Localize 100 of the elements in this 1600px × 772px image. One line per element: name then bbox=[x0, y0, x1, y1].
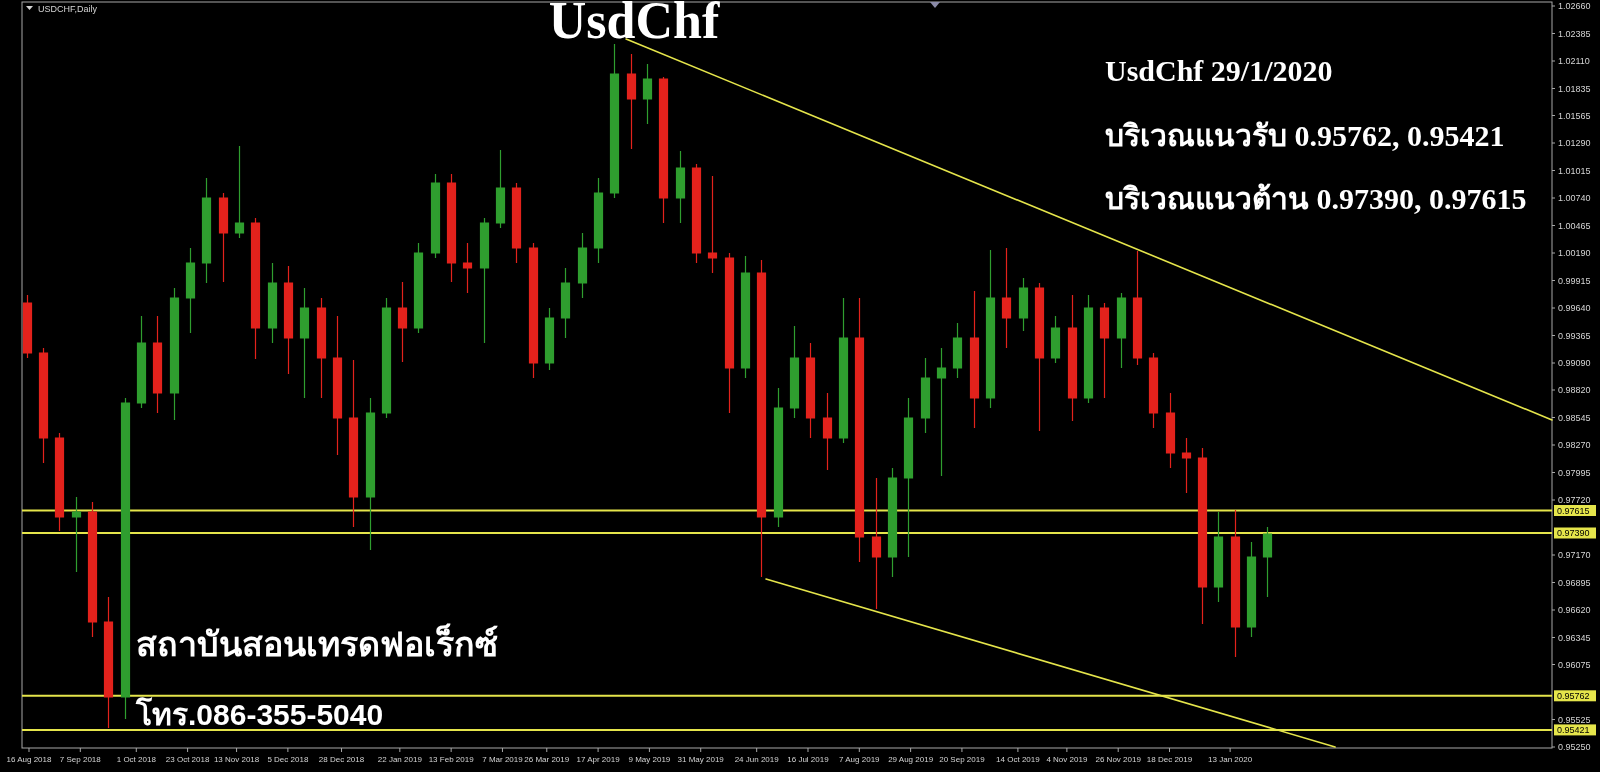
candlestick bbox=[218, 192, 229, 283]
candlestick bbox=[1230, 509, 1241, 658]
candlestick bbox=[773, 387, 784, 528]
candlestick bbox=[887, 467, 898, 578]
x-tick-label: 1 Oct 2018 bbox=[116, 755, 157, 764]
candlestick bbox=[348, 359, 359, 528]
candlestick bbox=[1067, 294, 1078, 422]
x-tick-label: 16 Jul 2019 bbox=[787, 755, 830, 764]
ref-line-label: 0.95421 bbox=[1557, 724, 1590, 735]
candlestick bbox=[381, 297, 392, 419]
candlestick bbox=[691, 163, 702, 264]
x-tick-label: 7 Aug 2019 bbox=[839, 755, 881, 764]
x-tick-label: 17 Apr 2019 bbox=[576, 755, 621, 764]
y-tick-label: 0.99915 bbox=[1558, 275, 1591, 286]
candlestick bbox=[952, 322, 963, 379]
candlestick bbox=[267, 262, 278, 344]
y-tick-label: 1.00190 bbox=[1558, 248, 1591, 258]
candlestick bbox=[658, 76, 669, 224]
y-tick-label: 1.00740 bbox=[1558, 193, 1591, 203]
x-tick-label: 13 Nov 2018 bbox=[213, 755, 260, 764]
candlestick bbox=[152, 315, 163, 414]
candlestick bbox=[969, 290, 980, 429]
candlestick bbox=[675, 150, 686, 224]
candlestick bbox=[903, 397, 914, 558]
candlestick bbox=[332, 315, 343, 456]
y-tick-label: 0.96345 bbox=[1558, 632, 1591, 643]
candlestick bbox=[985, 249, 996, 409]
candlestick bbox=[1148, 352, 1159, 429]
candlestick bbox=[462, 242, 473, 294]
candlestick bbox=[1050, 315, 1061, 364]
candlestick bbox=[136, 315, 147, 409]
candlestick bbox=[169, 287, 180, 421]
candlestick bbox=[1034, 282, 1045, 432]
candlestick bbox=[1132, 250, 1143, 366]
candlestick bbox=[250, 217, 261, 360]
candlestick bbox=[120, 397, 131, 720]
candlestick bbox=[854, 297, 865, 563]
x-tick-label: 24 Jun 2019 bbox=[734, 755, 780, 764]
candlestick bbox=[446, 173, 457, 283]
candlestick bbox=[430, 173, 441, 259]
candlestick bbox=[1165, 392, 1176, 469]
y-tick-label: 1.02385 bbox=[1558, 28, 1591, 39]
candlestick bbox=[511, 182, 522, 264]
candlestick bbox=[54, 432, 65, 532]
x-tick-label: 13 Jan 2020 bbox=[1208, 755, 1253, 764]
candlestick bbox=[822, 392, 833, 471]
x-tick-label: 20 Sep 2019 bbox=[939, 755, 986, 764]
candlestick bbox=[609, 43, 620, 199]
y-tick-label: 0.99640 bbox=[1558, 303, 1591, 313]
candlestick bbox=[1246, 541, 1257, 638]
y-tick-label: 0.98820 bbox=[1558, 385, 1591, 395]
candlestick bbox=[642, 63, 653, 125]
candlestick bbox=[201, 177, 212, 284]
candlestick bbox=[185, 247, 196, 334]
x-tick-label: 7 Sep 2018 bbox=[59, 755, 102, 764]
y-tick-label: 1.01015 bbox=[1558, 165, 1591, 176]
candlestick bbox=[838, 297, 849, 444]
chart-title: UsdChf bbox=[548, 0, 720, 49]
candlestick bbox=[103, 596, 114, 729]
candlestick bbox=[1213, 511, 1224, 603]
y-tick-label: 0.97720 bbox=[1558, 495, 1591, 505]
x-tick-label: 16 Aug 2018 bbox=[6, 755, 53, 764]
candlestick bbox=[1083, 294, 1094, 404]
candlestick bbox=[1001, 247, 1012, 349]
candlestick bbox=[920, 357, 931, 434]
candlestick bbox=[1018, 277, 1029, 332]
candlestick bbox=[1099, 302, 1110, 399]
candlestick bbox=[22, 294, 33, 359]
candlestick bbox=[1197, 447, 1208, 625]
candlestick bbox=[38, 347, 49, 464]
x-tick-label: 22 Jan 2019 bbox=[377, 755, 423, 764]
y-tick-label: 1.01565 bbox=[1558, 110, 1591, 121]
candlestick bbox=[413, 242, 424, 334]
x-tick-label: 13 Feb 2019 bbox=[428, 755, 475, 764]
y-tick-label: 1.02660 bbox=[1558, 1, 1591, 11]
candlestick bbox=[234, 145, 245, 239]
candlestick bbox=[593, 177, 604, 264]
candlestick bbox=[805, 342, 816, 439]
candlestick bbox=[577, 232, 588, 299]
x-tick-label: 18 Dec 2019 bbox=[1146, 755, 1193, 764]
candlestick bbox=[1116, 292, 1127, 369]
candlestick bbox=[397, 281, 408, 363]
y-tick-label: 0.98270 bbox=[1558, 440, 1591, 450]
candlestick bbox=[479, 217, 490, 344]
y-tick-label: 0.99090 bbox=[1558, 358, 1591, 368]
candlestick bbox=[707, 175, 718, 274]
candlestick bbox=[528, 242, 539, 379]
x-tick-label: 7 Mar 2019 bbox=[482, 755, 524, 764]
x-tick-label: 4 Nov 2019 bbox=[1046, 755, 1088, 764]
candlestick bbox=[936, 347, 947, 477]
annotation: บริเวณแนวต้าน 0.97390, 0.97615 bbox=[1105, 182, 1527, 215]
candlestick bbox=[1262, 526, 1273, 598]
annotation: UsdChf 29/1/2020 bbox=[1105, 54, 1333, 87]
annotation: สถาบันสอนเทรดฟอเร็กซ์ bbox=[136, 623, 498, 663]
annotation: USDCHF,Daily bbox=[38, 4, 98, 14]
y-tick-label: 0.96075 bbox=[1558, 659, 1591, 670]
y-tick-label: 1.01290 bbox=[1558, 138, 1591, 148]
candlestick bbox=[756, 259, 767, 578]
x-tick-label: 31 May 2019 bbox=[677, 755, 725, 764]
x-tick-label: 29 Aug 2019 bbox=[888, 755, 934, 764]
